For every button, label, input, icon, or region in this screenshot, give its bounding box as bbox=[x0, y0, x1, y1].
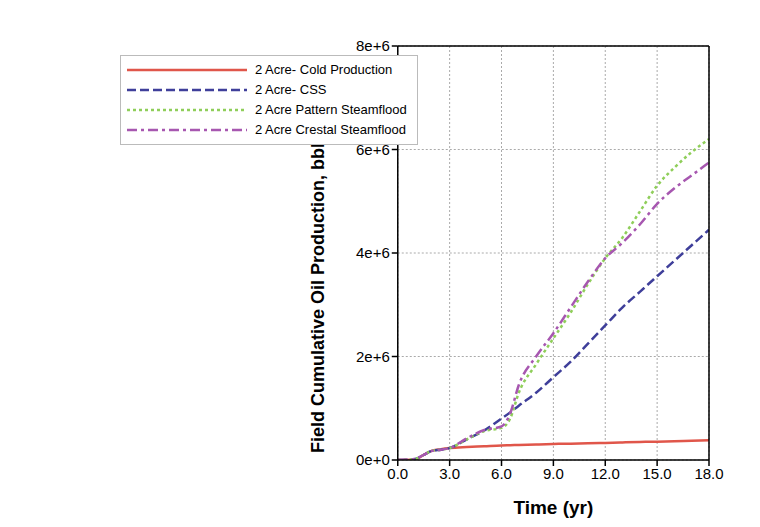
svg-text:4e+6: 4e+6 bbox=[356, 244, 390, 261]
svg-text:8e+6: 8e+6 bbox=[356, 37, 390, 54]
html-text:2 Acre- CSS: 2 Acre- CSS bbox=[255, 82, 327, 97]
svg-text:Field Cumulative Oil Productio: Field Cumulative Oil Production, bbls (b… bbox=[308, 89, 328, 453]
html-text:2 Acre Crestal Steamflood: 2 Acre Crestal Steamflood bbox=[255, 122, 406, 137]
svg-text:15.0: 15.0 bbox=[643, 465, 672, 482]
svg-text:12.0: 12.0 bbox=[591, 465, 620, 482]
svg-text:3.0: 3.0 bbox=[439, 465, 460, 482]
svg-text:0.0: 0.0 bbox=[387, 465, 408, 482]
html-text:2 Acre Pattern Steamflood: 2 Acre Pattern Steamflood bbox=[255, 102, 407, 117]
html-text:2 Acre- Cold Production: 2 Acre- Cold Production bbox=[255, 62, 393, 77]
svg-text:2e+6: 2e+6 bbox=[356, 348, 390, 365]
svg-text:6.0: 6.0 bbox=[491, 465, 512, 482]
svg-text:0e+0: 0e+0 bbox=[356, 451, 390, 468]
svg-text:18.0: 18.0 bbox=[694, 465, 723, 482]
svg-text:6e+6: 6e+6 bbox=[356, 141, 390, 158]
svg-text:9.0: 9.0 bbox=[543, 465, 564, 482]
svg-text:Time (yr): Time (yr) bbox=[513, 497, 593, 518]
